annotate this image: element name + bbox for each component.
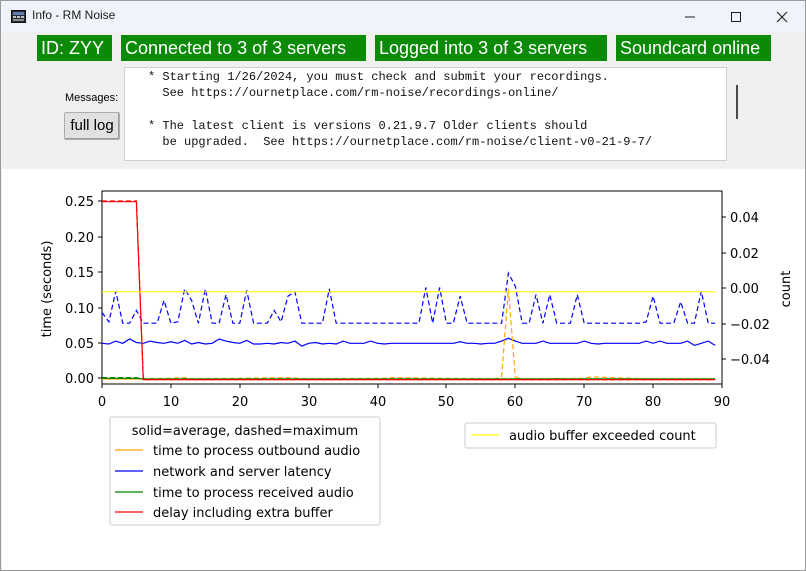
messages-label: Messages: [65, 92, 119, 104]
minimize-button[interactable] [667, 1, 713, 32]
x-tick-label: 10 [163, 395, 180, 410]
y-tick-label: 0.20 [65, 231, 94, 246]
x-tick-label: 60 [507, 395, 524, 410]
y2-tick-label: 0.02 [730, 247, 759, 262]
y-axis-left: 0.00 0.05 0.10 0.15 0.20 0.25 time (seco… [40, 195, 102, 387]
series-layer [101, 200, 716, 381]
messages-textbox[interactable]: * Starting 1/26/2024, you must check and… [124, 67, 727, 161]
y2-tick-label: 0.04 [730, 211, 759, 226]
message-line: See https://ournetplace.com/rm-noise/rec… [148, 86, 559, 100]
series-line-network-and-server-latency-solid [101, 337, 716, 347]
maximize-icon [731, 12, 741, 22]
servers-logged-badge: Logged into 3 of 3 servers [375, 35, 607, 61]
y-axis-label: time (seconds) [40, 241, 55, 338]
full-log-button[interactable]: full log [64, 112, 120, 140]
y-tick-label: 0.10 [65, 302, 94, 317]
series-line-delay-including-extra-buffer-solid [102, 201, 716, 381]
minimize-icon [685, 16, 695, 18]
y-tick-label: 0.00 [65, 372, 94, 387]
x-tick-label: 90 [714, 395, 731, 410]
plot-area: 0 10 20 30 40 50 60 70 80 90 0.00 0. [2, 169, 805, 570]
y2-tick-label: −0.02 [730, 318, 770, 333]
plot-frame [101, 190, 723, 385]
message-line: be upgraded. See https://ournetplace.com… [148, 135, 653, 149]
maximize-button[interactable] [713, 1, 759, 32]
x-tick-label: 30 [301, 395, 318, 410]
x-tick-label: 40 [370, 395, 387, 410]
series-line-time-to-process-outbound-audio-dashed [101, 288, 716, 380]
x-tick-label: 70 [576, 395, 593, 410]
x-tick-label: 20 [232, 395, 249, 410]
messages-scrollbar[interactable] [736, 85, 738, 119]
y2-axis-label: count [779, 271, 794, 308]
close-button[interactable] [759, 1, 805, 32]
window-title: Info - RM Noise [32, 8, 116, 22]
series-line-time-to-process-received-audio-solid [102, 377, 716, 380]
legend-main: solid=average, dashed=maximum time to pr… [109, 416, 381, 526]
y-tick-label: 0.05 [65, 337, 94, 352]
legend-entry: delay including extra buffer [153, 506, 333, 521]
servers-connected-badge: Connected to 3 of 3 servers [121, 35, 366, 61]
legend2-box [464, 422, 717, 449]
x-tick-label: 80 [645, 395, 662, 410]
legend2-entry: audio buffer exceeded count [509, 429, 696, 444]
close-icon [776, 11, 788, 23]
message-line: * Starting 1/26/2024, you must check and… [148, 70, 609, 84]
x-tick-label: 50 [438, 395, 455, 410]
legend-title: solid=average, dashed=maximum [132, 424, 358, 439]
legend-entry: time to process received audio [153, 486, 354, 501]
id-badge: ID: ZYY [37, 35, 112, 61]
series-line-time-to-process-received-audio-dashed [102, 377, 716, 380]
y-axis-right: 0.04 0.02 0.00 −0.02 −0.04 count [722, 211, 794, 368]
app-icon [11, 10, 26, 23]
legend-box [109, 416, 381, 526]
y-tick-label: 0.25 [65, 195, 94, 210]
y2-tick-label: −0.04 [730, 353, 770, 368]
title-bar[interactable]: Info - RM Noise [1, 1, 805, 32]
y2-tick-label: 0.00 [730, 282, 759, 297]
latency-chart: 0 10 20 30 40 50 60 70 80 90 0.00 0. [40, 190, 794, 526]
message-line: * The latest client is versions 0.21.9.7… [148, 119, 588, 133]
x-axis: 0 10 20 30 40 50 60 70 80 90 [98, 384, 730, 410]
series-line-network-and-server-latency-dashed [101, 271, 716, 324]
y-tick-label: 0.15 [65, 266, 94, 281]
series-line-delay-including-extra-buffer-dashed [102, 200, 716, 381]
legend-entry: network and server latency [153, 465, 332, 480]
legend-entry: time to process outbound audio [153, 444, 360, 459]
legend-secondary: audio buffer exceeded count [464, 422, 717, 449]
x-tick-label: 0 [98, 395, 106, 410]
soundcard-badge: Soundcard online [616, 35, 771, 61]
